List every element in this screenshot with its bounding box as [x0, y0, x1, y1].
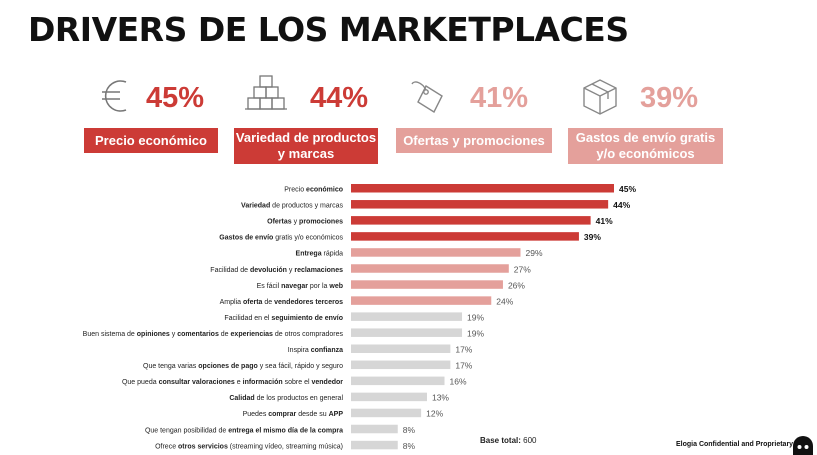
kpi-card-precio: 45% Precio económico	[84, 68, 244, 168]
data-label: 26%	[508, 280, 525, 290]
category-label: Calidad de los productos en general	[229, 395, 343, 402]
bar	[351, 280, 503, 289]
data-label: 19%	[467, 312, 484, 322]
category-label: Puedes comprar desde su APP	[243, 411, 344, 418]
bar	[351, 424, 398, 434]
bar	[351, 248, 521, 257]
category-label: Que tenga varias opciones de pago y sea …	[143, 363, 343, 370]
kpi-card-ofertas: 41% Ofertas y promociones	[396, 68, 556, 168]
package-box-icon	[583, 79, 617, 115]
category-label: Que tengan posibilidad de entrega el mis…	[145, 427, 343, 434]
category-label: Ofrece otros servicios (streaming vídeo,…	[155, 443, 343, 450]
data-label: 17%	[455, 361, 472, 371]
category-label: Ofertas y promociones	[267, 219, 343, 226]
data-label: 29%	[525, 248, 542, 258]
kpi-value: 45%	[146, 82, 205, 114]
data-label: 45%	[619, 184, 636, 194]
kpi-label-badge: Gastos de envío gratis y/o económicos	[568, 128, 723, 164]
base-total-value: 600	[523, 436, 537, 445]
data-label: 8%	[403, 441, 416, 451]
page-title: DRIVERS DE LOS MARKETPLACES	[28, 10, 629, 49]
data-label: 8%	[403, 425, 416, 435]
category-label: Variedad de productos y marcas	[241, 203, 343, 210]
brand-logo-icon	[793, 436, 813, 455]
bar	[351, 440, 398, 450]
data-label: 13%	[432, 393, 449, 403]
bar	[351, 200, 609, 209]
data-label: 12%	[426, 409, 443, 419]
data-label: 41%	[596, 216, 613, 226]
category-label: Precio económico	[284, 187, 343, 194]
bar	[351, 408, 422, 418]
kpi-label-badge: Variedad de productos y marcas	[234, 128, 378, 164]
base-total-label: Base total:	[480, 436, 521, 445]
bar	[351, 184, 614, 193]
data-label: 24%	[496, 296, 513, 306]
category-label: Amplia oferta de vendedores terceros	[220, 299, 343, 306]
bar	[351, 376, 445, 386]
data-label: 16%	[450, 377, 467, 387]
base-total: Base total: 600	[480, 436, 537, 445]
euro-icon	[102, 80, 127, 112]
bar	[351, 360, 451, 370]
category-label: Es fácil navegar por la web	[257, 283, 343, 290]
price-tag-icon	[411, 81, 443, 114]
bar	[351, 392, 427, 402]
data-label: 19%	[467, 328, 484, 338]
kpi-value: 44%	[310, 82, 369, 114]
bar	[351, 328, 463, 337]
bar	[351, 312, 463, 321]
kpi-card-gastos-envio: 39% Gastos de envío gratis y/o económico…	[568, 68, 728, 168]
category-label: Gastos de envío gratis y/o económicos	[219, 235, 343, 242]
drivers-bar-chart: Precio económico 45% Variedad de productos…	[83, 184, 636, 451]
data-label: 27%	[514, 264, 531, 274]
confidential-note: Elogia Confidential and Proprietary	[676, 441, 794, 448]
kpi-value: 41%	[470, 82, 529, 114]
category-label: Entrega rápida	[296, 251, 344, 258]
category-label: Facilidad en el seguimiento de envío	[224, 315, 343, 322]
bar	[351, 216, 591, 225]
category-label: Que pueda consultar valoraciones e infor…	[122, 379, 343, 386]
kpi-value: 39%	[640, 82, 699, 114]
category-label: Inspira confianza	[288, 347, 343, 354]
data-label: 44%	[613, 200, 630, 210]
bar	[351, 296, 492, 305]
kpi-label-badge: Ofertas y promociones	[396, 128, 552, 153]
bar	[351, 232, 579, 241]
data-label: 17%	[455, 345, 472, 355]
bar	[351, 344, 451, 353]
category-label: Facilidad de devolución y reclamaciones	[210, 267, 343, 274]
category-label: Buen sistema de opiniones y comentarios …	[83, 331, 344, 338]
kpi-card-variedad: 44% Variedad de productos y marcas	[234, 68, 394, 168]
bar	[351, 264, 509, 273]
boxes-stack-icon	[245, 75, 287, 110]
kpi-label-badge: Precio económico	[84, 128, 218, 153]
data-label: 39%	[584, 232, 601, 242]
